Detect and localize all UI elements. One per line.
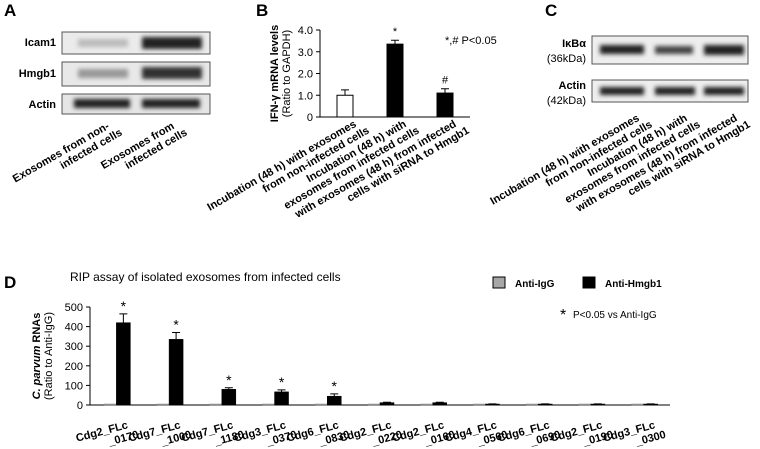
panel-label: C — [545, 1, 557, 20]
bar — [327, 395, 342, 406]
legend-label: Anti-IgG — [515, 279, 555, 290]
bar — [315, 403, 328, 406]
panel-label: D — [4, 273, 16, 292]
error-bar — [172, 331, 181, 340]
bar — [379, 402, 395, 406]
annotation: * — [279, 374, 285, 390]
row-label: Actin — [29, 99, 57, 111]
legend-swatch — [582, 276, 596, 289]
bar — [156, 403, 170, 406]
bar — [631, 403, 644, 406]
error-bar — [441, 88, 449, 94]
chart-title: RIP assay of isolated exosomes from infe… — [70, 270, 341, 284]
y-tick-label: 1.0 — [298, 90, 313, 102]
bar — [209, 403, 223, 406]
bar — [367, 403, 381, 406]
bar — [262, 403, 275, 406]
bar — [274, 391, 289, 406]
bar — [336, 94, 354, 118]
y-label-sub: (Ratio to Anti-IgG) — [43, 312, 55, 400]
bar — [525, 403, 539, 406]
blot-c — [591, 35, 749, 103]
bar — [221, 389, 237, 406]
error-bar — [119, 313, 128, 323]
bar — [168, 339, 184, 406]
bar — [643, 403, 658, 406]
error-bar — [277, 389, 286, 392]
bar — [485, 403, 500, 406]
row-label: IκBα — [562, 38, 586, 50]
y-label: C. parvum RNAs — [31, 313, 43, 400]
bar — [473, 403, 486, 406]
y-tick-label: 0 — [307, 112, 313, 124]
bar — [420, 403, 433, 406]
bar — [116, 322, 131, 406]
y-tick-label: 400 — [65, 322, 83, 334]
annotation: # — [442, 75, 449, 87]
annotation: * — [226, 372, 232, 388]
y-tick-label: 2.0 — [298, 69, 313, 81]
annotation: * — [121, 298, 127, 314]
y-tick-label: 0 — [77, 400, 83, 412]
error-bar — [341, 89, 349, 96]
row-label: Hmgb1 — [19, 68, 56, 80]
y-label-main: RNAs — [31, 313, 43, 343]
bar — [537, 403, 553, 406]
panel-label: A — [4, 1, 16, 20]
y-label-sub: (Ratio to GAPDH) — [281, 30, 293, 117]
panel-label: B — [256, 1, 268, 20]
legend-label: Anti-Hmgb1 — [605, 279, 662, 290]
row-label: Icam1 — [25, 37, 56, 49]
y-tick-label: 500 — [65, 302, 83, 314]
error-bar — [330, 393, 339, 397]
y-label: IFN-γ mRNA levels (Ratio to GAPDH) — [269, 25, 293, 122]
error-bar — [224, 387, 233, 390]
y-tick-label: 200 — [65, 361, 83, 373]
row-label: Actin — [559, 80, 587, 92]
bar — [104, 403, 117, 406]
y-tick-label: 4.0 — [298, 25, 313, 37]
annotation: * — [393, 26, 398, 38]
x-tick-label: Cdg3_FLc_0300 — [602, 419, 667, 448]
bar — [590, 403, 606, 406]
y-tick-label: 3.0 — [298, 47, 313, 59]
bar — [386, 43, 404, 118]
y-tick-label: 100 — [65, 380, 83, 392]
note: P<0.05 vs Anti-IgG — [573, 310, 657, 321]
note-symbol: * — [560, 307, 566, 324]
y-label-italic: C. parvum — [31, 345, 43, 399]
legend-swatch — [492, 276, 506, 289]
y-tick-label: 300 — [65, 341, 83, 353]
row-sublabel: (42kDa) — [547, 95, 586, 107]
annotation: * — [173, 316, 179, 332]
bar — [432, 402, 447, 406]
bar — [578, 403, 592, 406]
error-bar — [391, 39, 399, 45]
blot-a — [61, 31, 211, 115]
note: *,# P<0.05 — [445, 35, 497, 47]
row-sublabel: (36kDa) — [547, 53, 586, 65]
y-label-main: IFN-γ mRNA levels — [269, 25, 281, 122]
annotation: * — [332, 378, 338, 394]
bar — [436, 92, 454, 118]
